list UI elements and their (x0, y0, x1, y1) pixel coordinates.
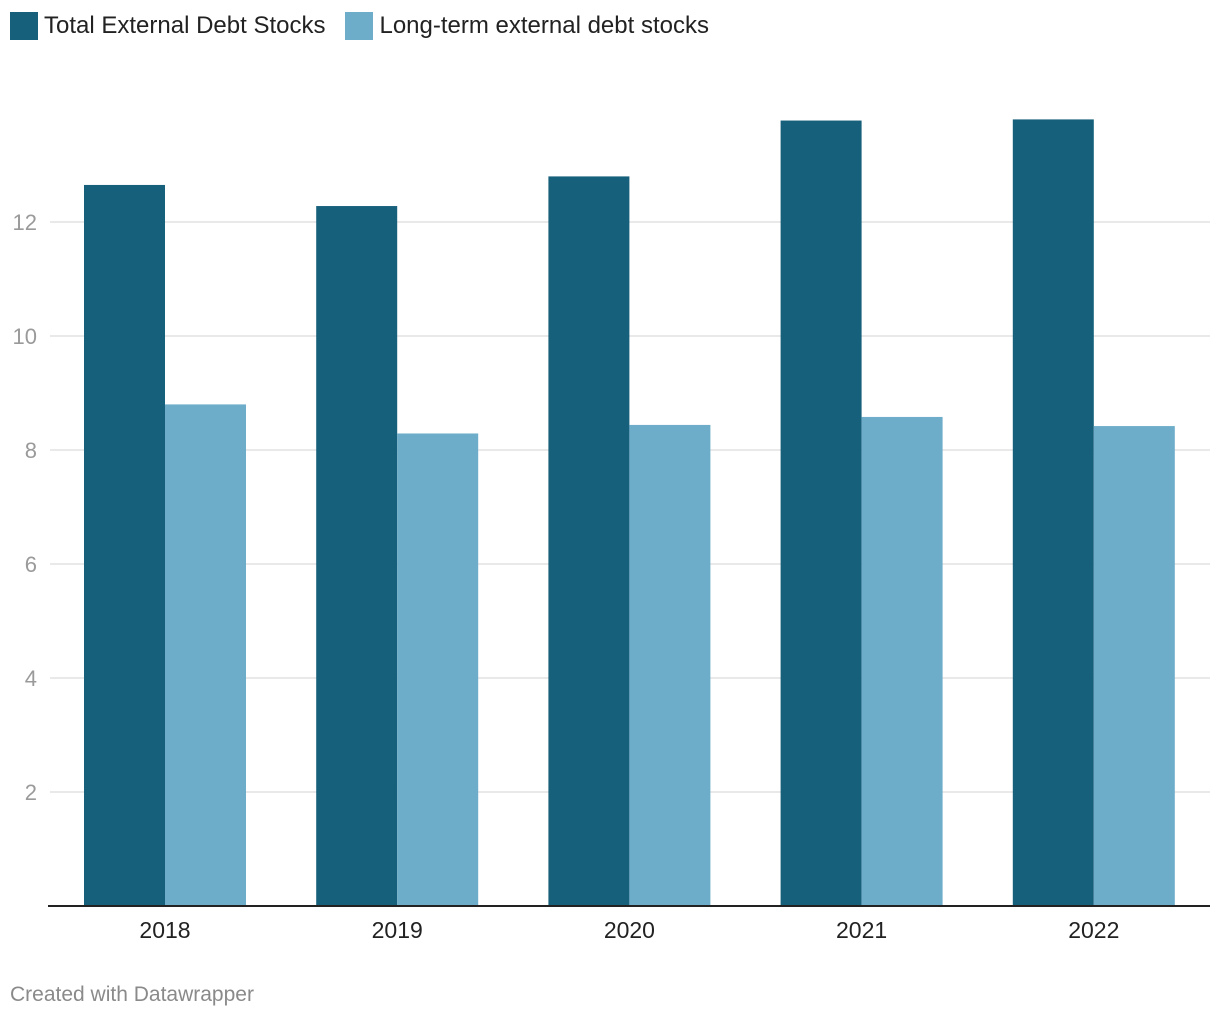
legend-item-long-term: Long-term external debt stocks (345, 12, 709, 40)
y-tick-label: 2 (25, 780, 37, 805)
legend-swatch-total (10, 12, 38, 40)
x-tick-label: 2018 (139, 917, 190, 943)
bar-long-term-2021 (861, 416, 943, 906)
y-tick-label: 10 (13, 324, 37, 349)
bar-total-2019 (316, 206, 398, 907)
footer-credit: Created with Datawrapper (10, 983, 254, 1006)
bar-long-term-2022 (1093, 426, 1175, 906)
y-tick-label: 6 (25, 552, 37, 577)
y-tick-label: 8 (25, 438, 37, 463)
x-tick-label: 2021 (836, 917, 887, 943)
x-tick-label: 2019 (372, 917, 423, 943)
legend-item-total: Total External Debt Stocks (10, 12, 325, 40)
legend-label-total: Total External Debt Stocks (44, 12, 326, 39)
chart-legend: Total External Debt Stocks Long-term ext… (10, 12, 709, 40)
x-tick-label: 2022 (1068, 917, 1119, 943)
y-tick-label: 12 (13, 210, 37, 235)
bar-long-term-2019 (397, 433, 479, 906)
bar-long-term-2020 (629, 424, 711, 906)
bar-long-term-2018 (165, 404, 246, 906)
y-tick-label: 4 (25, 666, 37, 691)
legend-swatch-long-term (345, 12, 374, 40)
bar-total-2022 (1012, 119, 1094, 906)
x-tick-label: 2020 (604, 917, 655, 943)
bar-total-2018 (84, 184, 165, 906)
bar-total-2020 (548, 176, 630, 906)
bar-total-2021 (780, 120, 862, 907)
legend-label-long-term: Long-term external debt stocks (379, 12, 709, 39)
